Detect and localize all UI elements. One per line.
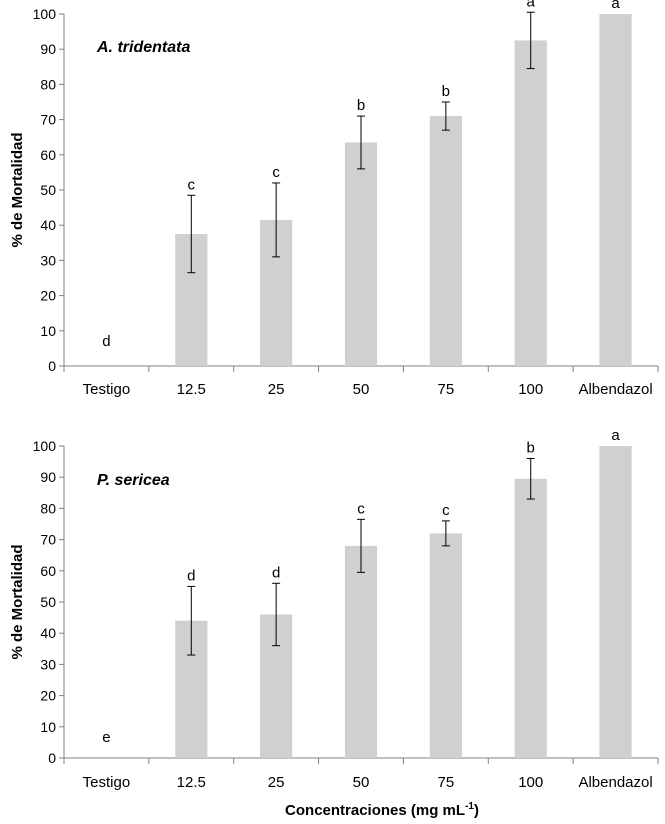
chart1-y-tick-label: 50 xyxy=(40,182,56,198)
chart1-y-axis-label: % de Mortalidad xyxy=(9,132,26,247)
chart1-x-tick-label: 100 xyxy=(518,381,543,398)
chart2-y-tick-label: 10 xyxy=(40,719,56,735)
chart1-y-tick-label: 70 xyxy=(40,112,56,128)
chart2-x-tick-label: 100 xyxy=(518,774,543,791)
chart1-bar xyxy=(599,14,632,366)
chart1-x-tick-label: Testigo xyxy=(83,381,131,398)
chart1-y-tick-label: 100 xyxy=(33,6,57,22)
chart2-y-tick-label: 40 xyxy=(40,625,56,641)
chart2-y-tick-label: 90 xyxy=(40,469,56,485)
chart1-y-tick-label: 10 xyxy=(40,323,56,339)
chart2-significance-letter: c xyxy=(442,502,450,519)
chart2-x-tick-label: Testigo xyxy=(83,774,131,791)
chart1-bar xyxy=(429,116,462,366)
chart1-y-tick-label: 20 xyxy=(40,288,56,304)
chart2-y-tick-label: 20 xyxy=(40,688,56,704)
chart2-title: P. sericea xyxy=(97,472,170,489)
chart2-y-axis-label: % de Mortalidad xyxy=(9,544,26,659)
chart1-y-tick-label: 90 xyxy=(40,41,56,57)
chart2-bar xyxy=(599,446,632,758)
chart2-significance-letter: b xyxy=(527,439,535,456)
chart2-x-axis-label: Concentraciones (mg mL-1) xyxy=(285,801,479,819)
chart2-significance-letter: e xyxy=(102,729,110,746)
chart1-significance-letter: a xyxy=(527,0,536,10)
chart1-y-tick-label: 80 xyxy=(40,76,56,92)
chart1-significance-letter: b xyxy=(442,83,450,100)
chart2-y-tick-label: 80 xyxy=(40,500,56,516)
chart1-y-tick-label: 60 xyxy=(40,147,56,163)
chart1-significance-letter: c xyxy=(272,164,280,181)
chart2-significance-letter: d xyxy=(272,564,280,581)
chart1-significance-letter: d xyxy=(102,333,110,350)
chart1-y-tick-label: 30 xyxy=(40,252,56,268)
chart2-y-tick-label: 60 xyxy=(40,563,56,579)
x-axis-label-close: ) xyxy=(474,802,479,819)
chart1-x-tick-label: 75 xyxy=(438,381,455,398)
chart2-x-tick-label: 75 xyxy=(438,774,455,791)
chart1-bar xyxy=(344,142,378,366)
chart2-y-tick-label: 50 xyxy=(40,594,56,610)
chart1-y-tick-label: 0 xyxy=(48,358,56,374)
chart1-x-tick-label: 12.5 xyxy=(177,381,206,398)
chart2-significance-letter: d xyxy=(187,567,195,584)
chart2-significance-letter: c xyxy=(357,500,365,517)
chart1-title: A. tridentata xyxy=(96,39,190,56)
chart2-y-tick-label: 70 xyxy=(40,532,56,548)
chart1-significance-letter: b xyxy=(357,97,365,114)
chart1-bar xyxy=(514,40,547,367)
chart2-y-tick-label: 100 xyxy=(33,438,57,454)
x-axis-label-main: Concentraciones (mg mL xyxy=(285,802,465,819)
chart2-x-tick-label: 25 xyxy=(268,774,285,791)
chart1-x-tick-label: 50 xyxy=(353,381,370,398)
chart1-x-tick-label: 25 xyxy=(268,381,285,398)
chart2-y-tick-label: 0 xyxy=(48,750,56,766)
x-axis-label-superscript: -1 xyxy=(465,801,474,812)
chart2-x-tick-label: Albendazol xyxy=(578,774,652,791)
chart2-x-tick-label: 12.5 xyxy=(177,774,206,791)
chart1-x-tick-label: Albendazol xyxy=(578,381,652,398)
chart2-bar xyxy=(429,533,462,758)
chart2-significance-letter: a xyxy=(611,427,620,444)
chart2-bar xyxy=(514,478,547,758)
chart2-x-tick-label: 50 xyxy=(353,774,370,791)
chart2-y-tick-label: 30 xyxy=(40,656,56,672)
chart1-y-tick-label: 40 xyxy=(40,217,56,233)
chart2-bar xyxy=(344,545,378,758)
chart1-significance-letter: c xyxy=(188,176,196,193)
chart1-significance-letter: a xyxy=(611,0,620,12)
